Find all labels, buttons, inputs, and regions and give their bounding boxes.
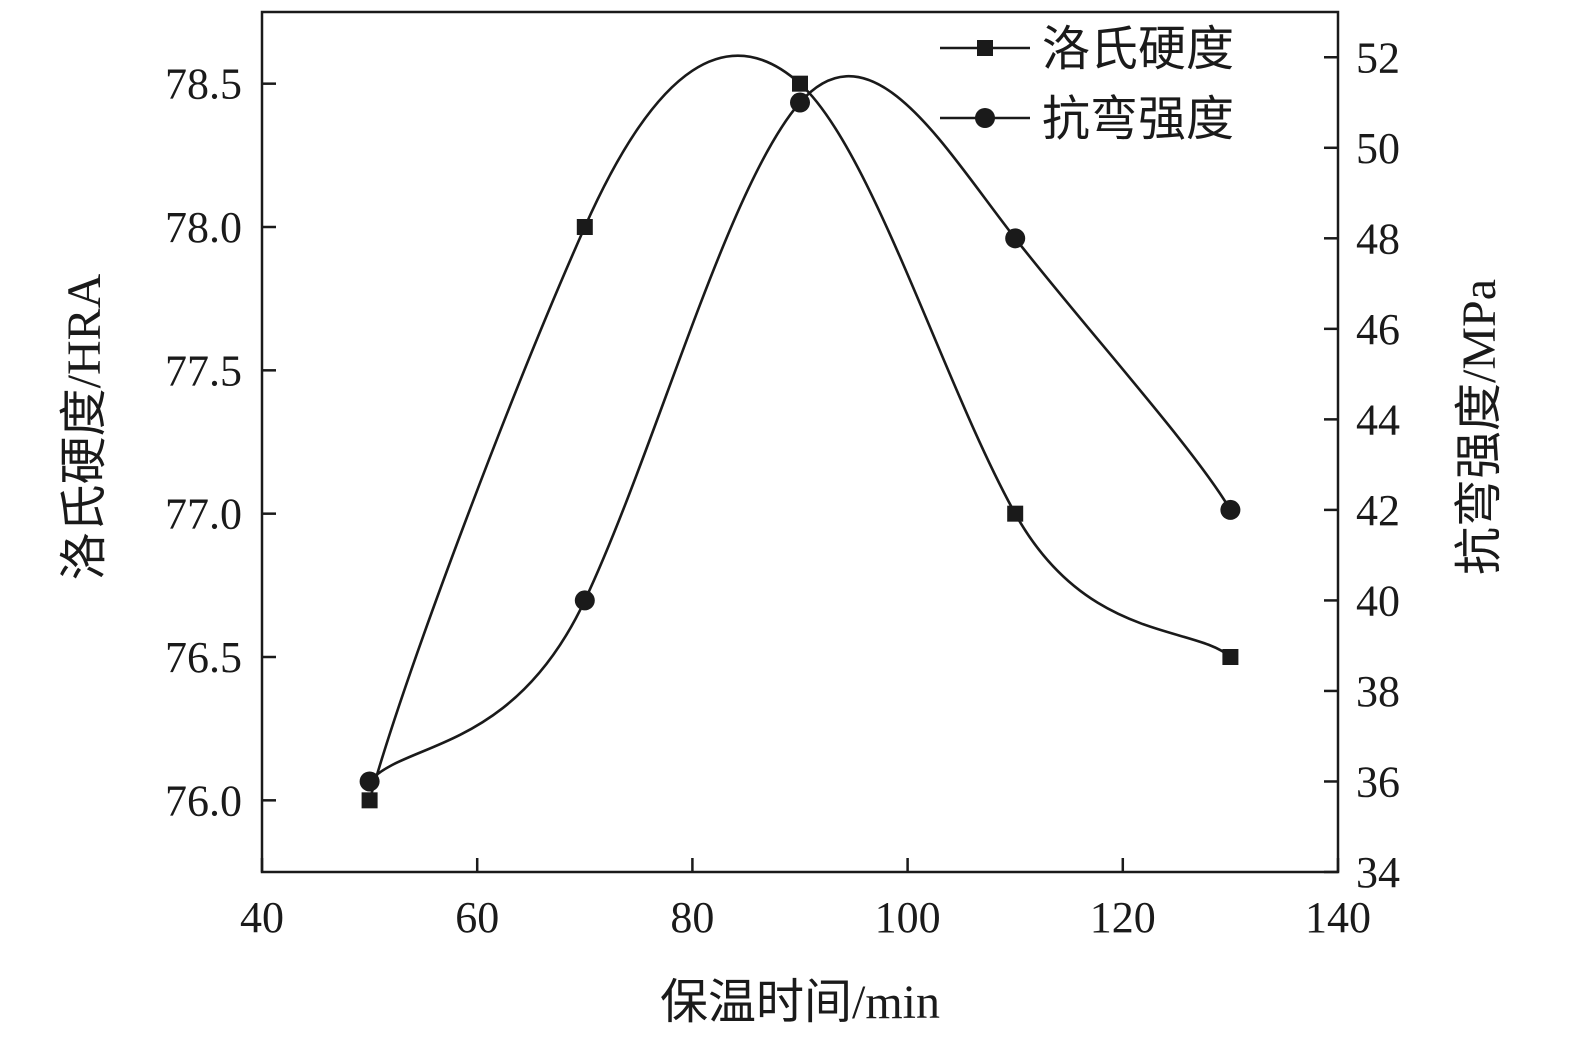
x-tick-label: 40: [240, 893, 284, 942]
left-y-tick-label: 76.0: [165, 776, 242, 825]
x-axis: 40 60 80 100 120 140: [240, 858, 1371, 942]
legend-circle-marker: [975, 108, 995, 128]
left-y-axis: 76.0 76.5 77.0 77.5 78.0 78.5: [165, 60, 276, 825]
legend-item-2: 抗弯强度: [940, 93, 1234, 146]
data-point-square: [1007, 505, 1024, 522]
left-y-tick-label: 78.5: [165, 60, 242, 109]
series-line: [368, 54, 1232, 801]
data-point-circle: [790, 92, 810, 113]
data-point-square: [792, 75, 808, 92]
x-tick-label: 100: [875, 893, 941, 942]
right-y-tick-label: 48: [1356, 214, 1400, 263]
left-y-tick-label: 78.0: [165, 203, 242, 252]
data-point-square: [1222, 649, 1239, 665]
data-point-square: [361, 792, 378, 809]
left-y-tick-label: 77.5: [165, 346, 242, 395]
right-y-tick-label: 46: [1356, 305, 1400, 354]
x-tick-label: 80: [670, 893, 714, 942]
series-1: [361, 54, 1239, 809]
left-y-tick-label: 76.5: [165, 633, 242, 682]
right-y-tick-label: 52: [1356, 33, 1400, 82]
legend-item-1: 洛氏硬度: [940, 23, 1234, 76]
data-point-circle: [574, 590, 595, 611]
left-y-tick-label: 77.0: [165, 490, 242, 539]
right-y-tick-label: 44: [1356, 395, 1400, 444]
x-tick-label: 140: [1305, 893, 1371, 942]
series-line: [368, 75, 1232, 783]
right-y-tick-label: 50: [1356, 124, 1400, 173]
x-axis-title: 保温时间/min: [660, 976, 940, 1029]
right-y-tick-label: 34: [1356, 848, 1400, 897]
right-y-tick-label: 38: [1356, 667, 1400, 716]
right-y-axis: 34 36 38 40 42 44 46 48 50 52: [1324, 33, 1400, 897]
right-y-axis-title: 抗弯强度/MPa: [1453, 279, 1506, 575]
data-point-circle: [359, 771, 380, 792]
series-2: [359, 75, 1241, 792]
data-point-circle: [1220, 499, 1241, 520]
legend-label: 抗弯强度: [1042, 93, 1234, 146]
data-point-square: [576, 219, 593, 235]
data-point-circle: [1005, 228, 1026, 249]
legend-label: 洛氏硬度: [1042, 23, 1234, 76]
x-tick-label: 60: [455, 893, 499, 942]
right-y-tick-label: 42: [1356, 486, 1400, 535]
right-y-tick-label: 40: [1356, 576, 1400, 625]
legend-square-marker: [977, 40, 993, 56]
x-tick-label: 120: [1090, 893, 1156, 942]
left-y-axis-title: 洛氏硬度/HRA: [58, 273, 111, 580]
series-layer: [359, 54, 1241, 809]
right-y-tick-label: 36: [1356, 757, 1400, 806]
plot-frame: [260, 10, 1340, 874]
